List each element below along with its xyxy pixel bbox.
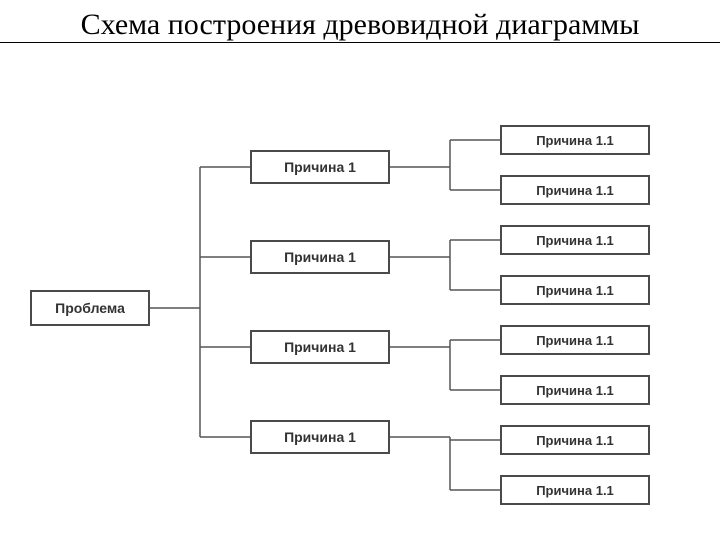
tree-node-l1: Причина 1.1 <box>500 125 650 155</box>
tree-node-root: Проблема <box>30 290 150 326</box>
tree-node-l2: Причина 1.1 <box>500 175 650 205</box>
title-underline <box>0 42 720 43</box>
page-title-wrap: Схема построения древовидной диаграммы <box>0 0 720 42</box>
tree-node-c3: Причина 1 <box>250 330 390 364</box>
tree-node-c4: Причина 1 <box>250 420 390 454</box>
tree-node-l6: Причина 1.1 <box>500 375 650 405</box>
tree-node-c2: Причина 1 <box>250 240 390 274</box>
tree-node-l8: Причина 1.1 <box>500 475 650 505</box>
tree-diagram: Проблема Причина 1 Причина 1 Причина 1 Причи… <box>0 100 720 530</box>
page-title: Схема построения древовидной диаграммы <box>81 8 640 42</box>
tree-node-l3: Причина 1.1 <box>500 225 650 255</box>
tree-node-c1: Причина 1 <box>250 150 390 184</box>
tree-node-l7: Причина 1.1 <box>500 425 650 455</box>
tree-node-l5: Причина 1.1 <box>500 325 650 355</box>
tree-node-l4: Причина 1.1 <box>500 275 650 305</box>
